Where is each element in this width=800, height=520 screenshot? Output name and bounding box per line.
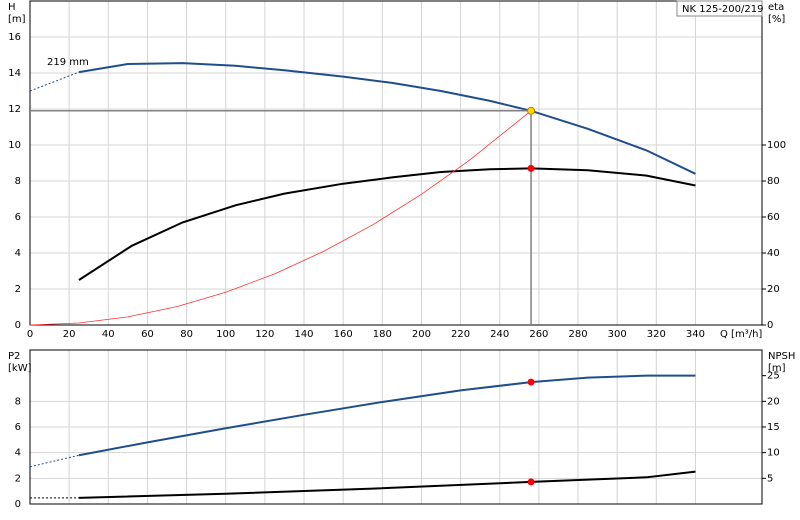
title-box bbox=[676, 0, 763, 17]
y2-unit: [m] bbox=[768, 363, 786, 374]
y2-tick-label: 60 bbox=[767, 212, 780, 223]
y-label: H bbox=[8, 2, 16, 13]
y-tick-label: 12 bbox=[8, 104, 21, 115]
x-tick-label: 180 bbox=[373, 329, 392, 340]
y2-tick-label: 5 bbox=[767, 473, 773, 484]
y-tick-label: 2 bbox=[15, 284, 21, 295]
x-tick-label: 280 bbox=[568, 329, 587, 340]
annotation: 219 mm bbox=[47, 57, 89, 68]
x-tick-label: 60 bbox=[141, 329, 154, 340]
x-tick-label: 240 bbox=[490, 329, 509, 340]
x-tick-label: 80 bbox=[180, 329, 193, 340]
point-marker bbox=[527, 378, 535, 386]
y-unit: [kW] bbox=[8, 363, 32, 374]
y2-tick-label: 80 bbox=[767, 176, 780, 187]
y-tick-label: 2 bbox=[15, 473, 21, 484]
y-tick-label: 0 bbox=[15, 499, 21, 510]
y-tick-label: 6 bbox=[15, 422, 21, 433]
x-label: Q [m³/h] bbox=[720, 329, 762, 340]
y-tick-label: 0 bbox=[15, 320, 21, 331]
curve bbox=[29, 110, 532, 326]
curve bbox=[78, 374, 696, 457]
x-tick-label: 200 bbox=[412, 329, 431, 340]
y2-label: NPSH bbox=[768, 351, 795, 362]
y2-tick-label: 100 bbox=[767, 140, 786, 151]
point-marker bbox=[527, 164, 535, 172]
x-tick-label: 300 bbox=[608, 329, 627, 340]
curve bbox=[29, 454, 80, 468]
x-tick-label: 160 bbox=[334, 329, 353, 340]
x-tick-label: 220 bbox=[451, 329, 470, 340]
x-tick-label: 20 bbox=[63, 329, 76, 340]
plot-frame bbox=[29, 0, 763, 326]
point-marker bbox=[527, 106, 536, 115]
y2-tick-label: 15 bbox=[767, 422, 780, 433]
x-tick-label: 100 bbox=[216, 329, 235, 340]
x-tick-label: 120 bbox=[255, 329, 274, 340]
plot-frame bbox=[29, 349, 763, 505]
y-tick-label: 10 bbox=[8, 140, 21, 151]
x-tick-label: 260 bbox=[529, 329, 548, 340]
y-tick-label: 14 bbox=[8, 68, 21, 79]
y2-tick-label: 40 bbox=[767, 248, 780, 259]
y2-tick-label: 20 bbox=[767, 396, 780, 407]
x-tick-label: 140 bbox=[294, 329, 313, 340]
y-tick-label: 8 bbox=[15, 396, 21, 407]
y-tick-label: 4 bbox=[15, 248, 21, 259]
y-label: P2 bbox=[8, 351, 20, 362]
curve bbox=[78, 470, 696, 499]
y-tick-label: 6 bbox=[15, 212, 21, 223]
chart-title: NK 125-200/219 bbox=[682, 4, 763, 15]
y2-unit: [%] bbox=[768, 14, 785, 25]
y-tick-label: 4 bbox=[15, 448, 21, 459]
y2-tick-label: 10 bbox=[767, 448, 780, 459]
y2-tick-label: 25 bbox=[767, 371, 780, 382]
x-tick-label: 40 bbox=[102, 329, 115, 340]
y2-tick-label: 0 bbox=[767, 320, 773, 331]
curve bbox=[78, 62, 696, 175]
x-tick-label: 340 bbox=[686, 329, 705, 340]
y2-label: eta bbox=[768, 2, 784, 13]
curve bbox=[78, 167, 696, 281]
y-unit: [m] bbox=[8, 14, 26, 25]
point-marker bbox=[527, 478, 535, 486]
y-tick-label: 8 bbox=[15, 176, 21, 187]
curve bbox=[29, 71, 80, 92]
x-tick-label: 320 bbox=[647, 329, 666, 340]
x-tick-label: 0 bbox=[27, 329, 33, 340]
y-tick-label: 16 bbox=[8, 32, 21, 43]
y2-tick-label: 20 bbox=[767, 284, 780, 295]
